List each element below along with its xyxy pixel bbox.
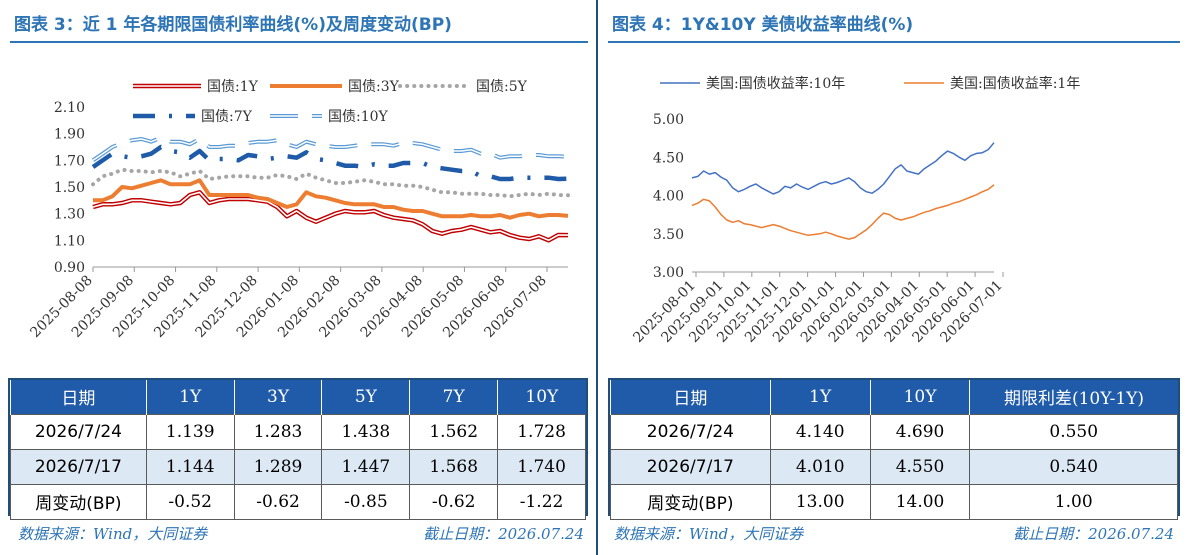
table-cell: 1.144 bbox=[145, 448, 235, 485]
table-row: 2026/7/17 4.010 4.550 0.540 bbox=[610, 448, 1178, 485]
table-cell: -0.85 bbox=[321, 483, 411, 520]
y-tick-label: 3.50 bbox=[653, 227, 684, 243]
legend-label: 国债:10Y bbox=[328, 109, 389, 125]
table-cell: 1.438 bbox=[321, 413, 411, 450]
left-panel: 图表 3：近 1 年各期限国债利率曲线(%)及周度变动(BP) 0.90 1.10… bbox=[8, 15, 588, 543]
legend-label: 国债:1Y bbox=[207, 79, 259, 95]
table-cell: 1.139 bbox=[145, 413, 235, 450]
table-cell: 4.140 bbox=[769, 413, 871, 450]
table-cell: 4.010 bbox=[769, 448, 871, 485]
table-row: 周变动(BP) -0.52 -0.62 -0.85 -0.62 -1.22 bbox=[10, 483, 586, 520]
series-line-2 bbox=[93, 178, 569, 220]
left-date-note: 截止日期：2026.07.24 bbox=[423, 525, 584, 543]
series-line-5 bbox=[92, 136, 569, 161]
y-tick-label: 1.50 bbox=[54, 180, 85, 196]
table-header-cell: 3Y bbox=[233, 380, 322, 414]
table-cell: -0.62 bbox=[233, 483, 323, 520]
table-cell: 4.550 bbox=[869, 448, 971, 485]
table-cell: 2026/7/24 bbox=[10, 413, 147, 450]
us-treasury-chart: 3.003.504.004.505.002025-08-012025-09-01… bbox=[630, 75, 1080, 346]
y-tick-label: 4.00 bbox=[653, 189, 684, 205]
y-tick-label: 1.10 bbox=[54, 233, 85, 249]
cn-bond-table: 日期 1Y 3Y 5Y 7Y 10Y 2026/7/24 1.139 1.283… bbox=[10, 380, 586, 520]
table-cell: -0.62 bbox=[409, 483, 499, 520]
table-cell: -1.22 bbox=[497, 483, 586, 520]
table-header-cell: 日期 bbox=[10, 380, 147, 414]
table-cell: 2026/7/17 bbox=[610, 448, 771, 485]
table-cell: 0.540 bbox=[969, 448, 1178, 485]
cn-bond-chart: 0.901.101.301.501.701.902.102025-08-0820… bbox=[27, 79, 570, 341]
table-cell: 14.00 bbox=[869, 483, 971, 520]
table-header-cell: 5Y bbox=[321, 380, 410, 414]
table-cell: 1.289 bbox=[233, 448, 323, 485]
y-tick-label: 2.10 bbox=[54, 100, 85, 116]
table-cell: 2026/7/24 bbox=[610, 413, 771, 450]
table-cell: 周变动(BP) bbox=[610, 483, 771, 520]
table-row: 2026/7/17 1.144 1.289 1.447 1.568 1.740 bbox=[10, 448, 586, 485]
table-cell: 1.00 bbox=[969, 483, 1178, 520]
legend-label: 国债:5Y bbox=[476, 79, 528, 95]
table-row: 2026/7/24 4.140 4.690 0.550 bbox=[610, 413, 1178, 450]
y-tick-label: 3.00 bbox=[653, 265, 684, 281]
right-title-rule bbox=[608, 41, 1180, 43]
table-row: 2026/7/24 1.139 1.283 1.438 1.562 1.728 bbox=[10, 413, 586, 450]
series-line-4 bbox=[91, 144, 569, 182]
table-cell: 1.447 bbox=[321, 448, 411, 485]
table-cell: 2026/7/17 bbox=[10, 448, 147, 485]
table-cell: 1.283 bbox=[233, 413, 323, 450]
legend-label: 美国:国债收益率:10年 bbox=[706, 75, 845, 92]
table-cell: 周变动(BP) bbox=[10, 483, 147, 520]
table-cell: 1.562 bbox=[409, 413, 499, 450]
y-tick-label: 4.50 bbox=[653, 150, 684, 166]
table-row: 周变动(BP) 13.00 14.00 1.00 bbox=[610, 483, 1178, 520]
table-header-cell: 10Y bbox=[497, 380, 586, 414]
y-tick-label: 0.90 bbox=[54, 260, 85, 276]
y-tick-label: 1.70 bbox=[54, 153, 85, 169]
left-chart-title: 图表 3：近 1 年各期限国债利率曲线(%)及周度变动(BP) bbox=[14, 15, 452, 35]
table-cell: 1.740 bbox=[497, 448, 586, 485]
table-cell: 0.550 bbox=[969, 413, 1178, 450]
table-cell: 4.690 bbox=[869, 413, 971, 450]
y-tick-label: 1.30 bbox=[54, 207, 85, 223]
y-tick-label: 1.90 bbox=[54, 127, 85, 143]
table-header-cell: 期限利差(10Y-1Y) bbox=[969, 380, 1178, 414]
table-header-row: 日期 1Y 10Y 期限利差(10Y-1Y) bbox=[610, 380, 1178, 414]
left-source-note: 数据来源：Wind，大同证券 bbox=[18, 525, 208, 543]
table-cell: 1.728 bbox=[497, 413, 586, 450]
table-header-cell: 日期 bbox=[610, 380, 771, 414]
legend-label: 国债:3Y bbox=[348, 79, 400, 95]
panel-divider bbox=[596, 0, 598, 555]
table-header-cell: 10Y bbox=[869, 380, 970, 414]
table-header-row: 日期 1Y 3Y 5Y 7Y 10Y bbox=[10, 380, 586, 414]
right-source-note: 数据来源：Wind，大同证券 bbox=[614, 525, 804, 543]
series-line-3 bbox=[91, 167, 570, 199]
table-cell: 1.568 bbox=[409, 448, 499, 485]
right-chart-title: 图表 4：1Y&10Y 美债收益率曲线(%) bbox=[612, 15, 914, 35]
legend-label: 美国:国债收益率:1年 bbox=[950, 75, 1080, 92]
table-cell: -0.52 bbox=[145, 483, 235, 520]
table-header-cell: 1Y bbox=[769, 380, 871, 414]
right-panel: 图表 4：1Y&10Y 美债收益率曲线(%) 3.00 3.50 4.00 4.50 5… bbox=[598, 0, 1188, 555]
table-header-cell: 7Y bbox=[409, 380, 498, 414]
legend-label: 国债:7Y bbox=[201, 109, 253, 125]
right-date-note: 截止日期：2026.07.24 bbox=[1013, 525, 1174, 543]
table-header-cell: 1Y bbox=[145, 380, 235, 414]
us-treasury-table: 日期 1Y 10Y 期限利差(10Y-1Y) 2026/7/24 4.140 4… bbox=[610, 380, 1178, 520]
series-line-1 bbox=[691, 142, 995, 195]
left-title-rule bbox=[10, 41, 588, 43]
series-line-1 bbox=[92, 191, 569, 242]
series-line-2 bbox=[691, 184, 995, 240]
y-tick-label: 5.00 bbox=[653, 112, 684, 128]
table-cell: 13.00 bbox=[769, 483, 871, 520]
